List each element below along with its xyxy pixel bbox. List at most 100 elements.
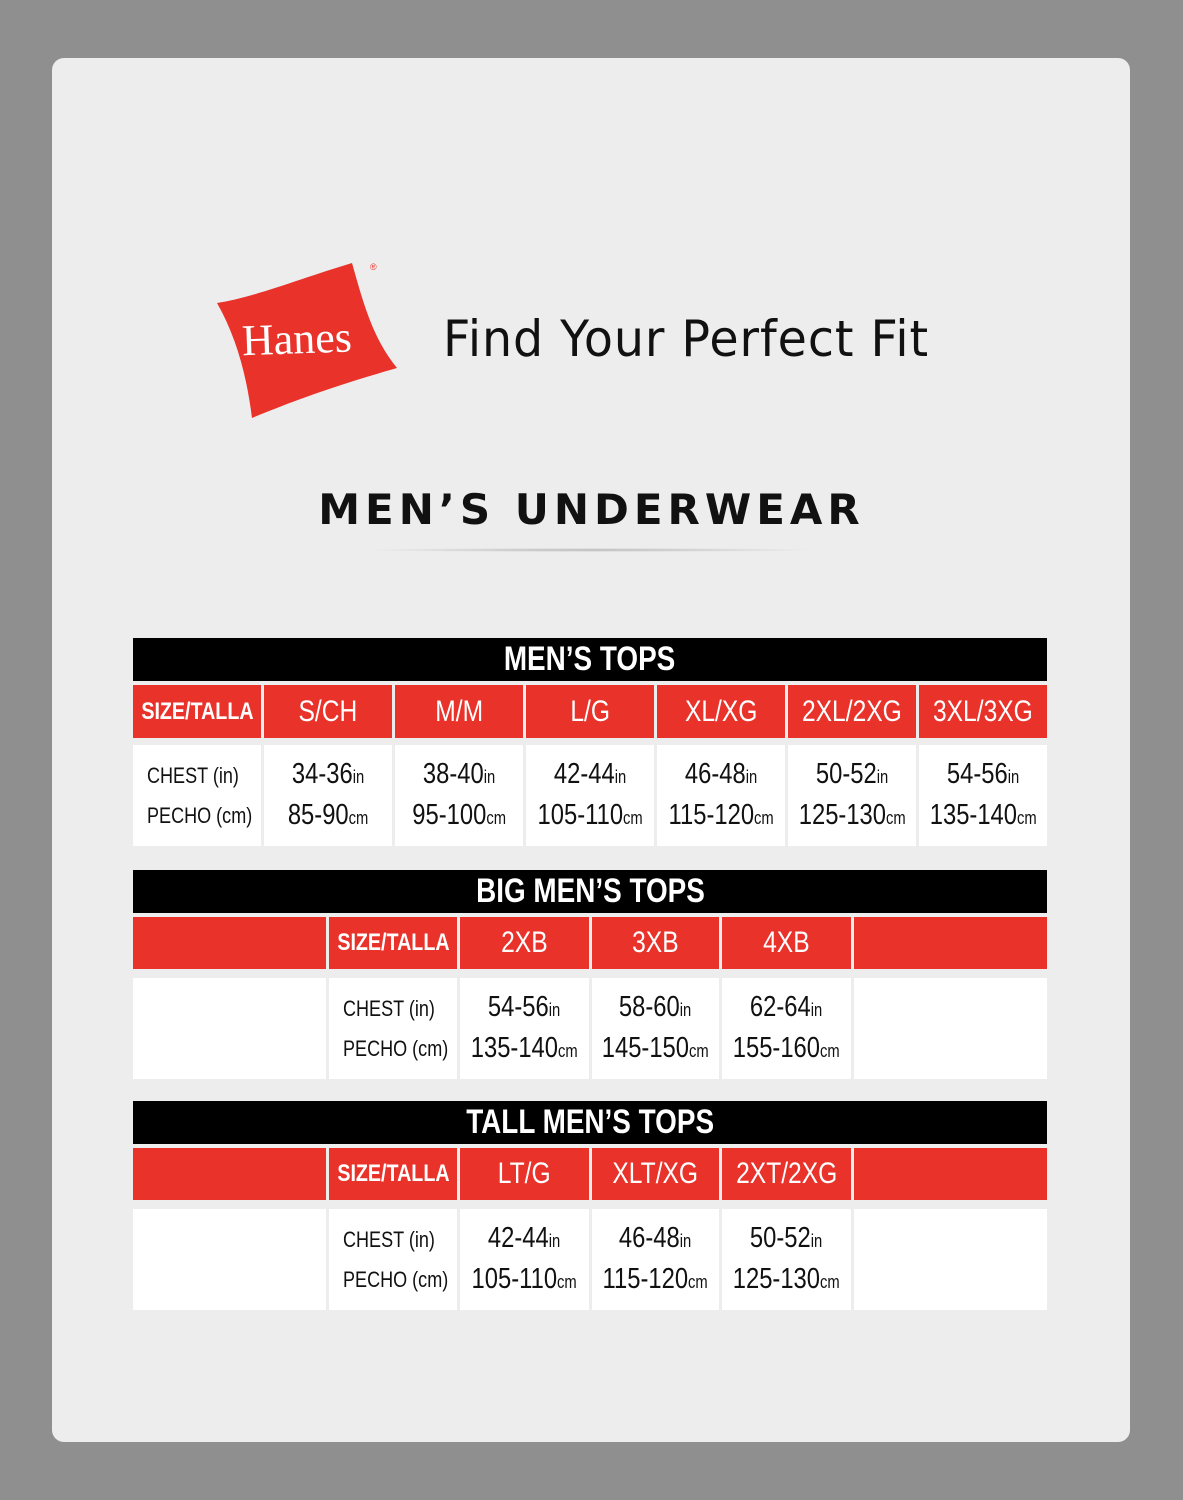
unit-in: in xyxy=(1007,766,1020,787)
size-name: 2XB xyxy=(501,926,548,959)
chest-inches: 50-52in xyxy=(815,757,889,790)
chest-cm: 155-160cm xyxy=(733,1031,840,1064)
size-label-cell: SIZE/TALLA xyxy=(329,917,457,969)
blank-cell xyxy=(854,978,1047,1079)
blank-cell xyxy=(854,1209,1047,1310)
size-header: LT/G xyxy=(460,1148,589,1200)
table-title-text: BIG MEN’S TOPS xyxy=(475,872,705,910)
size-name: 3XL/3XG xyxy=(933,694,1033,728)
chest-cm: 135-140cm xyxy=(471,1031,578,1064)
pecho-label: PECHO (cm) xyxy=(343,1035,449,1061)
unit-cm: cm xyxy=(622,807,643,828)
unit-cm: cm xyxy=(689,1040,709,1061)
chest-cm: 95-100cm xyxy=(412,798,506,831)
size-name: XL/XG xyxy=(684,694,758,728)
chest-cm: 85-90cm xyxy=(287,798,369,831)
hanes-logo: Hanes ® xyxy=(217,262,397,418)
size-header: S/CH xyxy=(264,685,392,738)
unit-in: in xyxy=(549,1230,561,1251)
chest-inches: 34-36in xyxy=(291,757,365,790)
page-title: MEN’S UNDERWEAR xyxy=(318,485,865,534)
size-measurement: 50-52in 125-130cm xyxy=(722,1209,851,1310)
blank-header-cell xyxy=(133,1148,326,1200)
table-title: TALL MEN’S TOPS xyxy=(133,1101,1047,1144)
size-header: 2XT/2XG xyxy=(722,1148,851,1200)
unit-in: in xyxy=(811,999,823,1020)
size-name: LT/G xyxy=(498,1157,551,1190)
unit-in: in xyxy=(614,766,627,787)
size-header: XL/XG xyxy=(657,685,785,738)
unit-cm: cm xyxy=(558,1040,578,1061)
table-title: MEN’S TOPS xyxy=(133,638,1047,681)
chest-inches: 42-44in xyxy=(553,757,627,790)
svg-text:Hanes: Hanes xyxy=(241,312,353,365)
chest-inches: 62-64in xyxy=(750,990,823,1023)
size-header: 2XL/2XG xyxy=(788,685,916,738)
chest-inches: 42-44in xyxy=(488,1221,561,1254)
pecho-label: PECHO (cm) xyxy=(147,802,253,828)
chest-cm: 115-120cm xyxy=(602,1262,709,1295)
chest-cm: 125-130cm xyxy=(798,798,906,831)
pecho-label: PECHO (cm) xyxy=(343,1266,449,1292)
unit-in: in xyxy=(680,999,692,1020)
chest-cm: 125-130cm xyxy=(733,1262,840,1295)
size-measurement: 54-56in 135-140cm xyxy=(460,978,589,1079)
unit-cm: cm xyxy=(348,807,369,828)
size-name: S/CH xyxy=(298,694,358,728)
chest-inches: 46-48in xyxy=(619,1221,692,1254)
size-name: 4XB xyxy=(763,926,810,959)
chest-cm: 135-140cm xyxy=(929,798,1037,831)
size-measurement: 42-44in 105-110cm xyxy=(526,745,654,846)
chest-label: CHEST (in) xyxy=(343,995,435,1021)
tagline: Find Your Perfect Fit xyxy=(443,310,930,368)
size-name: L/G xyxy=(570,694,610,728)
size-header: M/M xyxy=(395,685,523,738)
unit-cm: cm xyxy=(486,807,506,828)
unit-cm: cm xyxy=(688,1271,709,1292)
size-measurement: 54-56in 135-140cm xyxy=(919,745,1047,846)
size-measurement: 38-40in 95-100cm xyxy=(395,745,523,846)
size-measurement: 42-44in 105-110cm xyxy=(460,1209,589,1310)
chest-cm: 115-120cm xyxy=(668,798,774,831)
size-header: 2XB xyxy=(460,917,589,969)
size-measurement: 46-48in 115-120cm xyxy=(657,745,785,846)
size-name: 2XT/2XG xyxy=(735,1157,838,1190)
size-name: M/M xyxy=(435,694,483,728)
blank-cell xyxy=(133,978,326,1079)
size-measurement: 58-60in 145-150cm xyxy=(592,978,719,1079)
size-header: L/G xyxy=(526,685,654,738)
unit-cm: cm xyxy=(1016,807,1037,828)
unit-cm: cm xyxy=(557,1271,578,1292)
blank-header-cell xyxy=(133,917,326,969)
size-label-cell: SIZE/TALLA xyxy=(329,1148,457,1200)
chest-label: CHEST (in) xyxy=(343,1226,435,1252)
blank-header-cell xyxy=(854,1148,1047,1200)
unit-in: in xyxy=(811,1230,823,1251)
measure-label-cell: CHEST (in) PECHO (cm) xyxy=(133,745,261,846)
size-label-cell: SIZE/TALLA xyxy=(133,685,261,738)
table-title-text: MEN’S TOPS xyxy=(504,640,676,678)
chest-cm: 145-150cm xyxy=(602,1031,709,1064)
table-title: BIG MEN’S TOPS xyxy=(133,870,1047,913)
size-name: XLT/XG xyxy=(612,1157,699,1190)
chest-inches: 46-48in xyxy=(684,757,758,790)
chest-inches: 50-52in xyxy=(750,1221,823,1254)
blank-cell xyxy=(133,1209,326,1310)
unit-in: in xyxy=(549,999,561,1020)
size-measurement: 50-52in 125-130cm xyxy=(788,745,916,846)
unit-cm: cm xyxy=(820,1271,840,1292)
size-header: XLT/XG xyxy=(592,1148,719,1200)
chest-cm: 105-110cm xyxy=(537,798,643,831)
unit-in: in xyxy=(483,766,496,787)
chest-inches: 54-56in xyxy=(946,757,1020,790)
size-measurement: 34-36in 85-90cm xyxy=(264,745,392,846)
unit-cm: cm xyxy=(820,1040,840,1061)
svg-text:®: ® xyxy=(370,262,377,272)
size-header: 4XB xyxy=(722,917,851,969)
size-name: 2XL/2XG xyxy=(802,694,902,728)
chest-inches: 54-56in xyxy=(488,990,561,1023)
blank-header-cell xyxy=(854,917,1047,969)
size-label: SIZE/TALLA xyxy=(336,929,450,956)
size-header: 3XL/3XG xyxy=(919,685,1047,738)
divider xyxy=(360,548,820,552)
